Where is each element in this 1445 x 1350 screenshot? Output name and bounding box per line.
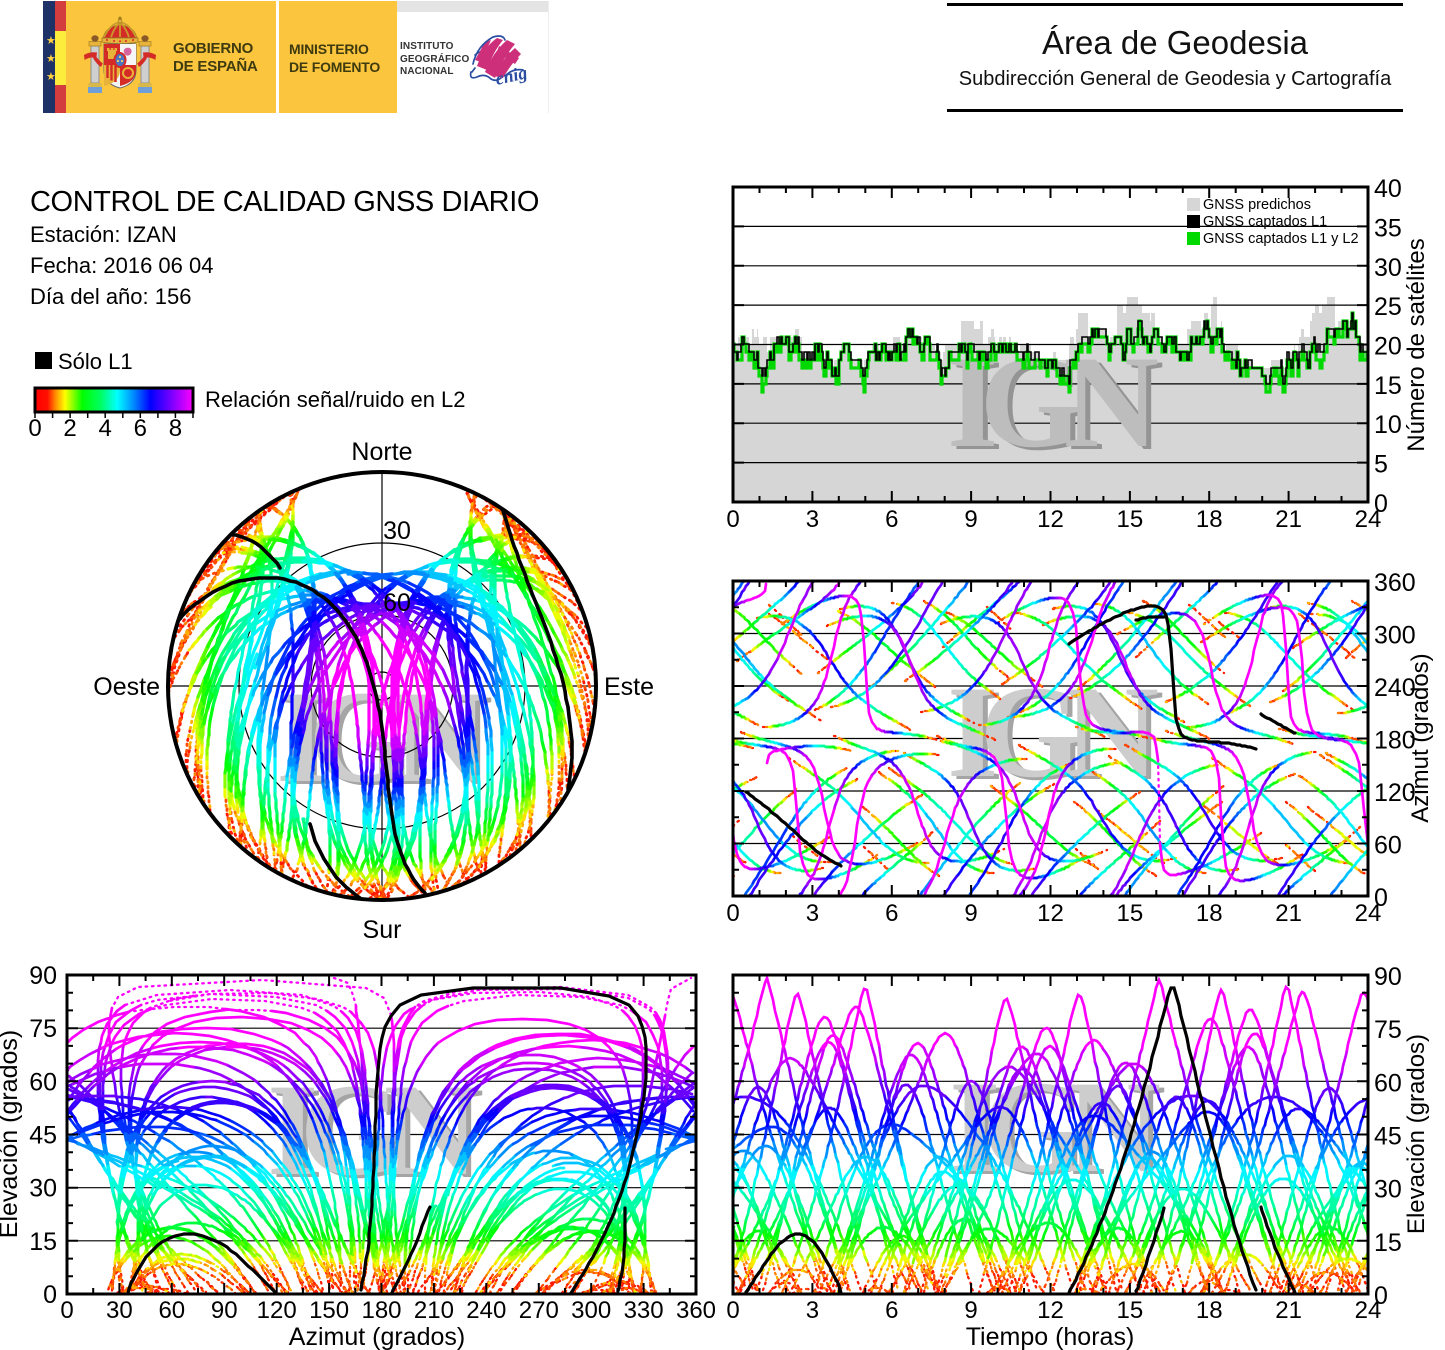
svg-text:Número de satélites: Número de satélites [1403, 238, 1430, 451]
svg-text:15: 15 [1374, 1229, 1402, 1257]
svg-text:15: 15 [1117, 506, 1144, 533]
svg-text:30: 30 [106, 1297, 133, 1324]
svg-text:120: 120 [1374, 779, 1416, 807]
svg-text:180: 180 [361, 1297, 401, 1324]
svg-text:Azimut (grados): Azimut (grados) [1407, 653, 1434, 822]
svg-text:60: 60 [383, 589, 411, 617]
svg-text:75: 75 [29, 1015, 57, 1043]
svg-text:6: 6 [134, 415, 147, 442]
svg-text:300: 300 [1374, 622, 1416, 650]
svg-text:5: 5 [1374, 451, 1388, 479]
svg-text:12: 12 [1037, 506, 1064, 533]
svg-text:360: 360 [676, 1297, 716, 1324]
svg-text:0: 0 [28, 415, 41, 442]
svg-text:2: 2 [63, 415, 76, 442]
svg-text:Sur: Sur [363, 916, 402, 944]
svg-text:60: 60 [29, 1068, 57, 1096]
svg-text:15: 15 [1117, 900, 1144, 927]
svg-text:180: 180 [1374, 727, 1416, 755]
svg-text:60: 60 [1374, 832, 1402, 860]
svg-text:0: 0 [726, 506, 739, 533]
svg-text:10: 10 [1374, 411, 1402, 439]
svg-text:25: 25 [1374, 293, 1402, 321]
svg-text:Norte: Norte [351, 438, 412, 466]
svg-text:30: 30 [1374, 254, 1402, 282]
svg-text:Azimut (grados): Azimut (grados) [289, 1323, 465, 1350]
svg-text:21: 21 [1275, 1297, 1302, 1324]
svg-text:3: 3 [806, 1297, 819, 1324]
svg-text:9: 9 [964, 506, 977, 533]
svg-text:30: 30 [1374, 1176, 1402, 1204]
svg-text:18: 18 [1196, 900, 1223, 927]
svg-text:60: 60 [1374, 1069, 1402, 1097]
svg-text:8: 8 [169, 415, 182, 442]
svg-text:6: 6 [885, 506, 898, 533]
svg-text:15: 15 [1117, 1297, 1144, 1324]
svg-text:12: 12 [1037, 1297, 1064, 1324]
svg-text:0: 0 [726, 1297, 739, 1324]
svg-text:GNSS captados L1: GNSS captados L1 [1203, 214, 1327, 230]
svg-text:GNSS captados L1 y L2: GNSS captados L1 y L2 [1203, 231, 1359, 247]
svg-text:0: 0 [43, 1281, 57, 1309]
svg-text:Oeste: Oeste [93, 673, 160, 701]
svg-text:0: 0 [1374, 1282, 1388, 1310]
svg-text:Elevación (grados): Elevación (grados) [0, 1030, 23, 1238]
svg-text:150: 150 [309, 1297, 349, 1324]
svg-text:21: 21 [1275, 506, 1302, 533]
svg-text:45: 45 [29, 1122, 57, 1150]
svg-text:24: 24 [1355, 900, 1382, 927]
svg-text:0: 0 [1374, 490, 1388, 518]
svg-text:60: 60 [158, 1297, 185, 1324]
svg-text:Este: Este [604, 673, 654, 701]
svg-text:300: 300 [571, 1297, 611, 1324]
svg-text:0: 0 [1374, 884, 1388, 912]
svg-text:4: 4 [99, 415, 112, 442]
svg-text:90: 90 [29, 962, 57, 990]
svg-text:0: 0 [726, 900, 739, 927]
svg-text:18: 18 [1196, 506, 1223, 533]
svg-text:30: 30 [29, 1175, 57, 1203]
svg-text:18: 18 [1196, 1297, 1223, 1324]
svg-text:360: 360 [1374, 569, 1416, 597]
svg-text:3: 3 [806, 900, 819, 927]
svg-text:24: 24 [1355, 506, 1382, 533]
svg-text:15: 15 [1374, 372, 1402, 400]
svg-text:120: 120 [257, 1297, 297, 1324]
svg-text:0: 0 [60, 1297, 73, 1324]
svg-text:9: 9 [964, 1297, 977, 1324]
svg-text:21: 21 [1275, 900, 1302, 927]
svg-text:240: 240 [1374, 674, 1416, 702]
svg-text:90: 90 [1374, 963, 1402, 991]
svg-text:30: 30 [383, 517, 411, 545]
svg-text:210: 210 [414, 1297, 454, 1324]
svg-text:6: 6 [885, 900, 898, 927]
svg-text:40: 40 [1374, 175, 1402, 203]
svg-text:15: 15 [29, 1228, 57, 1256]
svg-text:Elevación (grados): Elevación (grados) [1403, 1034, 1430, 1234]
svg-text:330: 330 [624, 1297, 664, 1324]
svg-text:20: 20 [1374, 333, 1402, 361]
svg-text:270: 270 [519, 1297, 559, 1324]
svg-text:240: 240 [466, 1297, 506, 1324]
svg-text:6: 6 [885, 1297, 898, 1324]
svg-text:75: 75 [1374, 1016, 1402, 1044]
svg-text:90: 90 [211, 1297, 238, 1324]
svg-text:9: 9 [964, 900, 977, 927]
svg-text:GNSS predichos: GNSS predichos [1203, 197, 1311, 213]
svg-text:24: 24 [1355, 1297, 1382, 1324]
svg-text:12: 12 [1037, 900, 1064, 927]
svg-text:3: 3 [806, 506, 819, 533]
svg-text:Tiempo (horas): Tiempo (horas) [966, 1323, 1135, 1350]
svg-text:35: 35 [1374, 214, 1402, 242]
svg-text:45: 45 [1374, 1123, 1402, 1151]
